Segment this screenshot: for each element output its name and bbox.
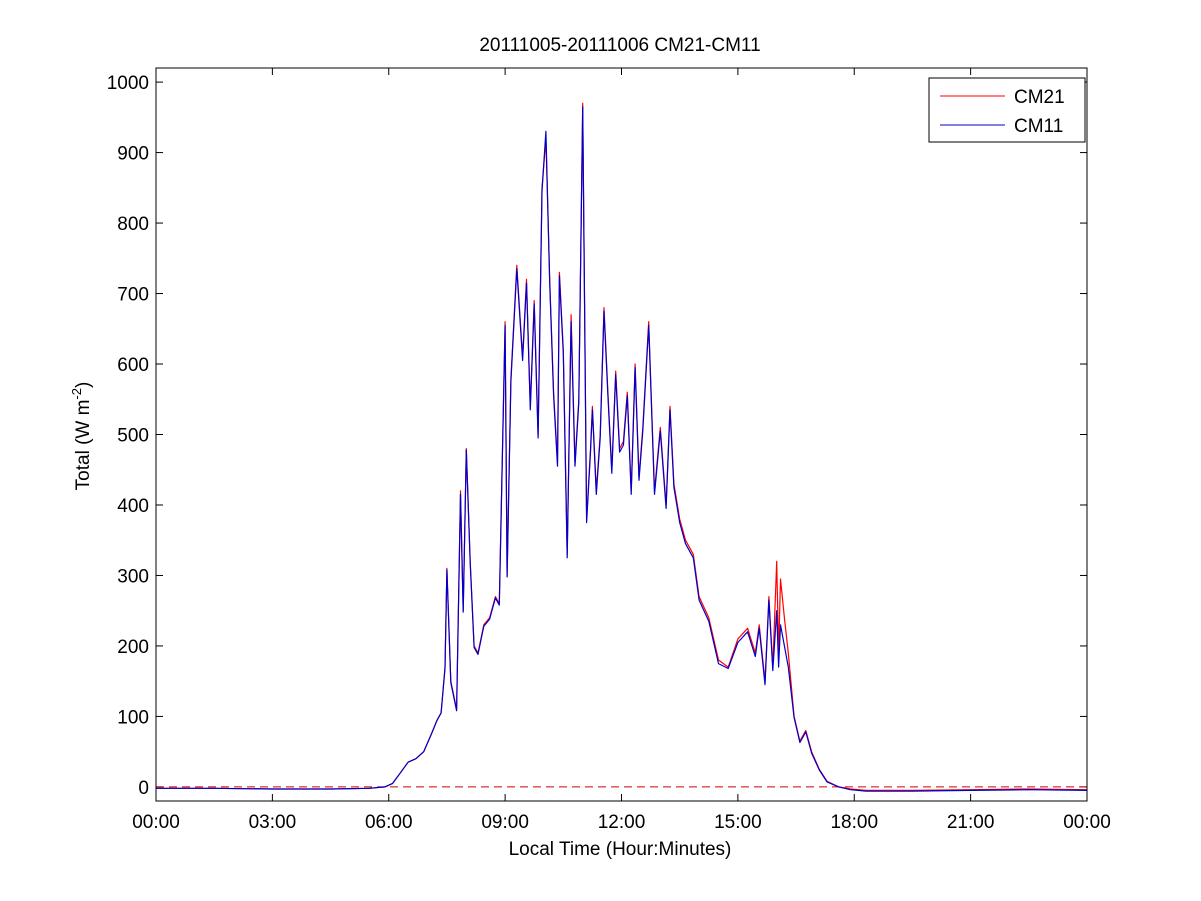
series-layer (156, 102, 1088, 792)
legend: CM21 CM11 (928, 77, 1086, 143)
y-axis-label-exponent: -2 (69, 388, 84, 400)
y-tick-label: 600 (117, 355, 149, 376)
y-axis-label-close: ) (73, 382, 94, 388)
legend-label-cm11: CM11 (1014, 116, 1063, 137)
y-axis-label: Total (W m-2) (69, 382, 94, 491)
x-tick-label: 03:00 (249, 812, 297, 833)
y-tick-label: 300 (117, 566, 149, 587)
x-tick-label: 06:00 (365, 812, 413, 833)
y-tick-label: 500 (117, 426, 149, 447)
x-tick-label: 15:00 (714, 812, 762, 833)
legend-box (928, 77, 1086, 143)
x-tick-label: 00:00 (1063, 812, 1111, 833)
x-tick-label: 00:00 (132, 812, 180, 833)
y-tick-label: 400 (117, 496, 149, 517)
x-tick-label: 12:00 (598, 812, 646, 833)
y-axis-label-text: Total (W m (73, 400, 94, 491)
y-tick-label: 0 (138, 778, 149, 799)
plot-area-frame (155, 67, 1088, 802)
x-tick-label: 09:00 (481, 812, 529, 833)
x-tick-label: 21:00 (947, 812, 995, 833)
y-tick-label: 200 (117, 637, 149, 658)
y-tick-label: 900 (117, 144, 149, 165)
y-tick-label: 100 (117, 707, 149, 728)
y-axis-ticks: 0 100 200 300 400 500 600 700 800 900 1000 (107, 73, 1087, 799)
y-tick-label: 1000 (107, 73, 149, 94)
y-tick-label: 700 (117, 285, 149, 306)
x-tick-label: 18:00 (830, 812, 878, 833)
y-tick-label: 800 (117, 214, 149, 235)
x-axis-ticks: 00:00 03:00 06:00 09:00 12:00 15:00 18:00 21:00… (132, 68, 1111, 833)
series-line-cm11 (156, 106, 1088, 792)
chart-title: 20111005-20111006 CM21-CM11 (479, 35, 760, 56)
x-axis-label: Local Time (Hour:Minutes) (509, 839, 732, 860)
legend-label-cm21: CM21 (1014, 87, 1065, 108)
